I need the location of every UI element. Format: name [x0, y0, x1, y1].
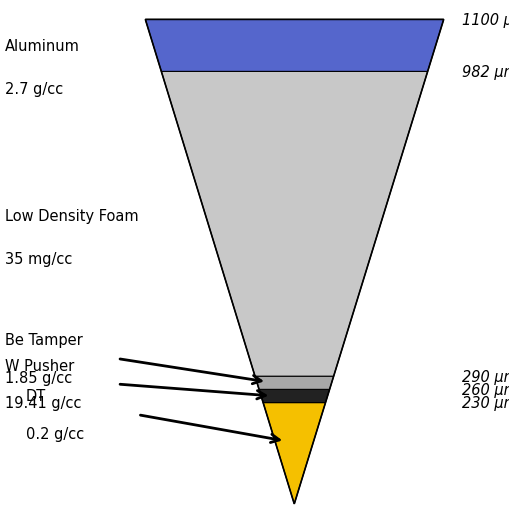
Text: 0.2 g/cc: 0.2 g/cc: [25, 426, 83, 441]
Text: 230 μm: 230 μm: [461, 395, 509, 410]
Polygon shape: [145, 20, 443, 72]
Text: 1.85 g/cc: 1.85 g/cc: [5, 370, 72, 385]
Text: 2.7 g/cc: 2.7 g/cc: [5, 81, 63, 96]
Text: Be Tamper: Be Tamper: [5, 333, 82, 348]
Polygon shape: [259, 389, 329, 403]
Text: Aluminum: Aluminum: [5, 39, 80, 53]
Text: 35 mg/cc: 35 mg/cc: [5, 252, 72, 267]
Text: 290 μm: 290 μm: [461, 369, 509, 384]
Text: 982 μm: 982 μm: [461, 65, 509, 80]
Text: 19.41 g/cc: 19.41 g/cc: [5, 395, 81, 410]
Text: 1100 μm: 1100 μm: [461, 13, 509, 28]
Polygon shape: [161, 72, 427, 377]
Text: W Pusher: W Pusher: [5, 358, 74, 373]
Text: DT: DT: [25, 389, 46, 404]
Text: 260 μm: 260 μm: [461, 382, 509, 397]
Text: Low Density Foam: Low Density Foam: [5, 209, 138, 224]
Polygon shape: [254, 377, 333, 389]
Polygon shape: [263, 403, 325, 504]
